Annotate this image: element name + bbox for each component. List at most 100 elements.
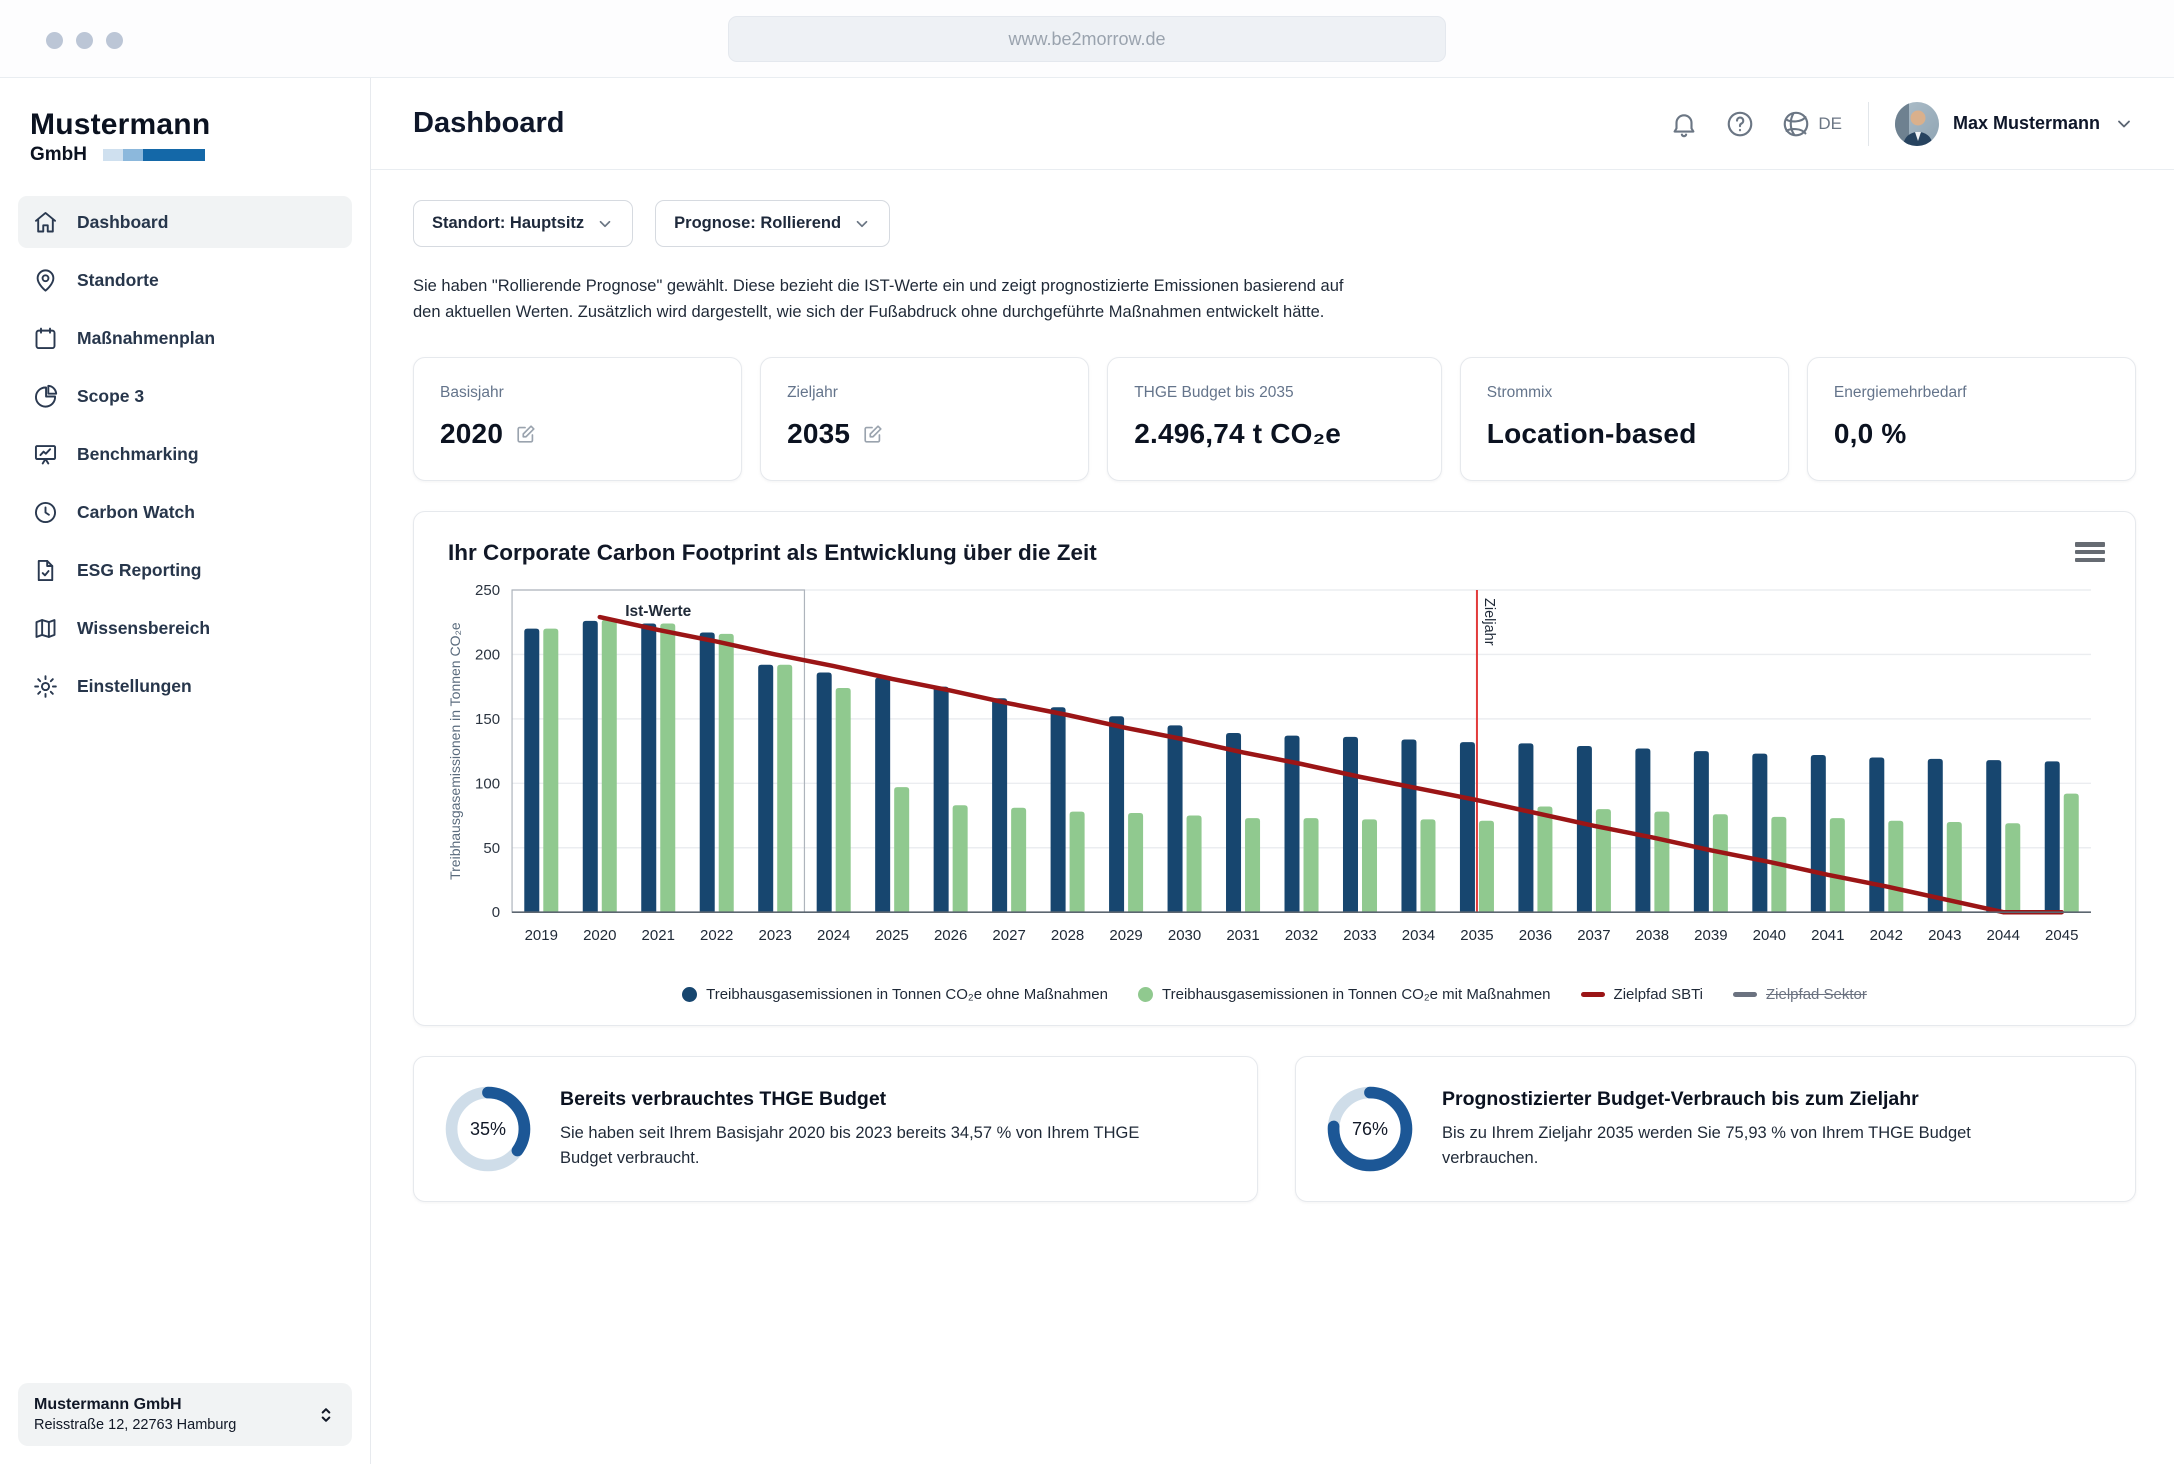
bell-icon[interactable] xyxy=(1669,109,1699,139)
kpi-row: Basisjahr 2020 Zieljahr 2035 xyxy=(413,357,2136,482)
language-switcher[interactable]: DE xyxy=(1781,109,1842,139)
budget-row: 35% Bereits verbrauchtes THGE Budget Sie… xyxy=(413,1056,2136,1203)
sidebar-item-ma-nahmenplan[interactable]: Maßnahmenplan xyxy=(18,312,352,364)
zielpfad-sbti-line xyxy=(597,614,2064,915)
kpi-card-zieljahr: Zieljahr 2035 xyxy=(760,357,1090,482)
prognose-filter[interactable]: Prognose: Rollierend xyxy=(655,200,891,247)
edit-icon[interactable] xyxy=(862,423,884,445)
avatar xyxy=(1894,101,1939,146)
user-menu[interactable]: Max Mustermann xyxy=(1894,101,2134,146)
sidebar-item-scope-3[interactable]: Scope 3 xyxy=(18,370,352,422)
legend-item-bar[interactable]: Treibhausgasemissionen in Tonnen CO₂e oh… xyxy=(682,986,1108,1003)
chevron-down-icon xyxy=(596,215,614,233)
kpi-value: 2.496,74 t CO₂e xyxy=(1134,418,1342,450)
language-code: DE xyxy=(1818,113,1842,133)
budget-donut: 35% xyxy=(444,1085,532,1173)
budget-card-text: Sie haben seit Ihrem Basisjahr 2020 bis … xyxy=(560,1124,1140,1167)
svg-text:2019: 2019 xyxy=(525,927,558,944)
svg-text:2020: 2020 xyxy=(583,927,616,944)
standort-filter[interactable]: Standort: Hauptsitz xyxy=(413,200,634,247)
sidebar-item-standorte[interactable]: Standorte xyxy=(18,254,352,306)
svg-text:2031: 2031 xyxy=(1226,927,1259,944)
window-controls[interactable] xyxy=(46,32,123,49)
main-header: Dashboard DE xyxy=(371,78,2174,170)
url-bar[interactable]: www.be2morrow.de xyxy=(728,16,1446,62)
svg-text:2028: 2028 xyxy=(1051,927,1084,944)
company-logo: Mustermann GmbH xyxy=(0,78,370,180)
svg-text:2043: 2043 xyxy=(1928,927,1961,944)
sidebar-item-benchmarking[interactable]: Benchmarking xyxy=(18,428,352,480)
sidebar-item-carbon-watch[interactable]: Carbon Watch xyxy=(18,486,352,538)
legend-item-bar[interactable]: Treibhausgasemissionen in Tonnen CO₂e mi… xyxy=(1138,986,1551,1003)
chart-plot-area: 0 50 100 150 200 250 Ist-Werte Zieljahr 2019 2020… xyxy=(444,580,2105,980)
svg-text:2044: 2044 xyxy=(1987,927,2020,944)
svg-text:2037: 2037 xyxy=(1577,927,1610,944)
kpi-label: Energiemehrbedarf xyxy=(1833,384,1967,402)
kpi-label: Zieljahr xyxy=(787,384,838,402)
svg-text:2040: 2040 xyxy=(1753,927,1786,944)
logo-name: Mustermann xyxy=(30,108,211,141)
kpi-label: Basisjahr xyxy=(440,384,504,402)
sidebar-item-esg-reporting[interactable]: ESG Reporting xyxy=(18,544,352,596)
user-name: Max Mustermann xyxy=(1952,113,2100,133)
chart-menu-icon[interactable] xyxy=(2075,540,2105,564)
edit-icon[interactable] xyxy=(515,423,537,445)
organization-address: Reisstraße 12, 22763 Hamburg xyxy=(34,1417,237,1433)
document-check-icon xyxy=(32,557,59,584)
sidebar: Mustermann GmbH Dashboard Standorte Maßnah… xyxy=(0,78,371,1464)
organization-selector[interactable]: Mustermann GmbH Reisstraße 12, 22763 Ham… xyxy=(18,1383,352,1446)
logo-suffix: GmbH xyxy=(30,144,87,165)
svg-text:2042: 2042 xyxy=(1870,927,1903,944)
divider xyxy=(1867,101,1869,146)
carbon-footprint-chart-card: Ihr Corporate Carbon Footprint als Entwi… xyxy=(413,511,2136,1027)
svg-text:100: 100 xyxy=(475,775,500,792)
kpi-value: 2035 xyxy=(787,418,851,450)
help-icon[interactable] xyxy=(1725,109,1755,139)
budget-card-title: Prognostizierter Budget-Verbrauch bis zu… xyxy=(1442,1088,1919,1111)
logo-gradient-bar xyxy=(103,149,205,161)
standort-filter-label: Standort: Hauptsitz xyxy=(432,214,585,232)
map-pin-icon xyxy=(32,267,59,294)
page-title: Dashboard xyxy=(413,107,565,139)
clock-icon xyxy=(32,499,59,526)
svg-text:2026: 2026 xyxy=(934,927,967,944)
legend-dash xyxy=(1733,992,1758,998)
svg-text:2029: 2029 xyxy=(1109,927,1142,944)
svg-text:200: 200 xyxy=(475,647,500,664)
sidebar-item-label: Wissensbereich xyxy=(77,617,211,638)
sidebar-item-einstellungen[interactable]: Einstellungen xyxy=(18,660,352,712)
sidebar-item-dashboard[interactable]: Dashboard xyxy=(18,196,352,248)
sidebar-item-label: Carbon Watch xyxy=(77,501,195,522)
svg-text:2034: 2034 xyxy=(1402,927,1435,944)
sidebar-item-wissensbereich[interactable]: Wissensbereich xyxy=(18,602,352,654)
legend-item-line[interactable]: Zielpfad Sektor xyxy=(1733,986,1867,1003)
svg-text:2038: 2038 xyxy=(1636,927,1669,944)
sidebar-item-label: Scope 3 xyxy=(77,385,145,406)
kpi-label: Strommix xyxy=(1486,384,1553,402)
legend-item-line[interactable]: Zielpfad SBTi xyxy=(1580,986,1703,1003)
svg-text:0: 0 xyxy=(492,904,500,921)
kpi-card-strommix: Strommix Location-based xyxy=(1459,357,1789,482)
sidebar-item-label: Maßnahmenplan xyxy=(77,327,216,348)
svg-text:250: 250 xyxy=(475,582,500,599)
home-icon xyxy=(32,209,59,236)
svg-text:2036: 2036 xyxy=(1519,927,1552,944)
gear-icon xyxy=(32,673,59,700)
main-area: Dashboard DE xyxy=(371,78,2174,1464)
budget-card-text: Bis zu Ihrem Zieljahr 2035 werden Sie 75… xyxy=(1442,1124,1971,1167)
pie-chart-icon xyxy=(32,383,59,410)
budget-donut: 76% xyxy=(1326,1085,1414,1173)
svg-text:150: 150 xyxy=(475,711,500,728)
svg-text:2035: 2035 xyxy=(1460,927,1493,944)
prognose-info-text: Sie haben "Rollierende Prognose" gewählt… xyxy=(413,277,1344,322)
globe-icon xyxy=(1781,109,1811,139)
prognose-filter-label: Prognose: Rollierend xyxy=(674,214,842,232)
kpi-label: THGE Budget bis 2035 xyxy=(1134,384,1294,402)
browser-bar: www.be2morrow.de xyxy=(0,0,2174,78)
budget-card-title: Bereits verbrauchtes THGE Budget xyxy=(560,1088,887,1111)
svg-text:2045: 2045 xyxy=(2045,927,2078,944)
budget-card-verbraucht: 35% Bereits verbrauchtes THGE Budget Sie… xyxy=(413,1056,1258,1203)
donut-percent: 35% xyxy=(469,1118,507,1139)
svg-text:2027: 2027 xyxy=(992,927,1025,944)
kpi-value: 2020 xyxy=(440,418,504,450)
